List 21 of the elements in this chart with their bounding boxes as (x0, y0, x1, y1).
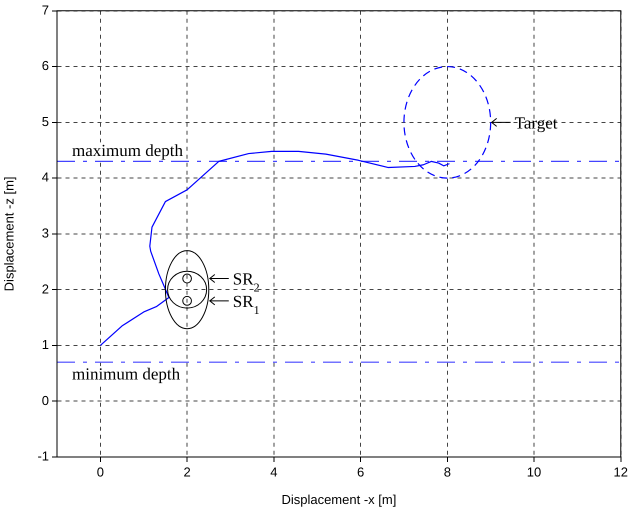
ref-line-label: maximum depth (72, 140, 184, 160)
annotation: Target (514, 113, 558, 132)
x-tick-label: 12 (614, 464, 628, 480)
x-tick-label: 0 (96, 464, 104, 480)
x-tick-label: 8 (444, 464, 451, 480)
y-tick-label: 4 (42, 170, 49, 185)
y-tick-label: 0 (42, 392, 49, 408)
y-tick-label: 2 (42, 281, 49, 296)
y-tick-label: 5 (42, 114, 49, 129)
y-tick-label: 6 (42, 58, 49, 74)
x-tick-label: 10 (526, 464, 542, 480)
y-tick-label: -1 (37, 448, 49, 464)
x-tick-label: 2 (183, 464, 191, 480)
y-tick-label: 7 (42, 2, 49, 18)
y-tick-label: 1 (42, 337, 49, 352)
x-tick-label: 4 (270, 464, 278, 480)
ref-line-label: minimum depth (72, 364, 181, 384)
x-tick-label: 6 (356, 464, 364, 480)
y-axis-title: Displacement -z [m] (1, 176, 16, 292)
y-tick-label: 3 (42, 225, 49, 240)
x-axis-title: Displacement -x [m] (281, 492, 396, 507)
